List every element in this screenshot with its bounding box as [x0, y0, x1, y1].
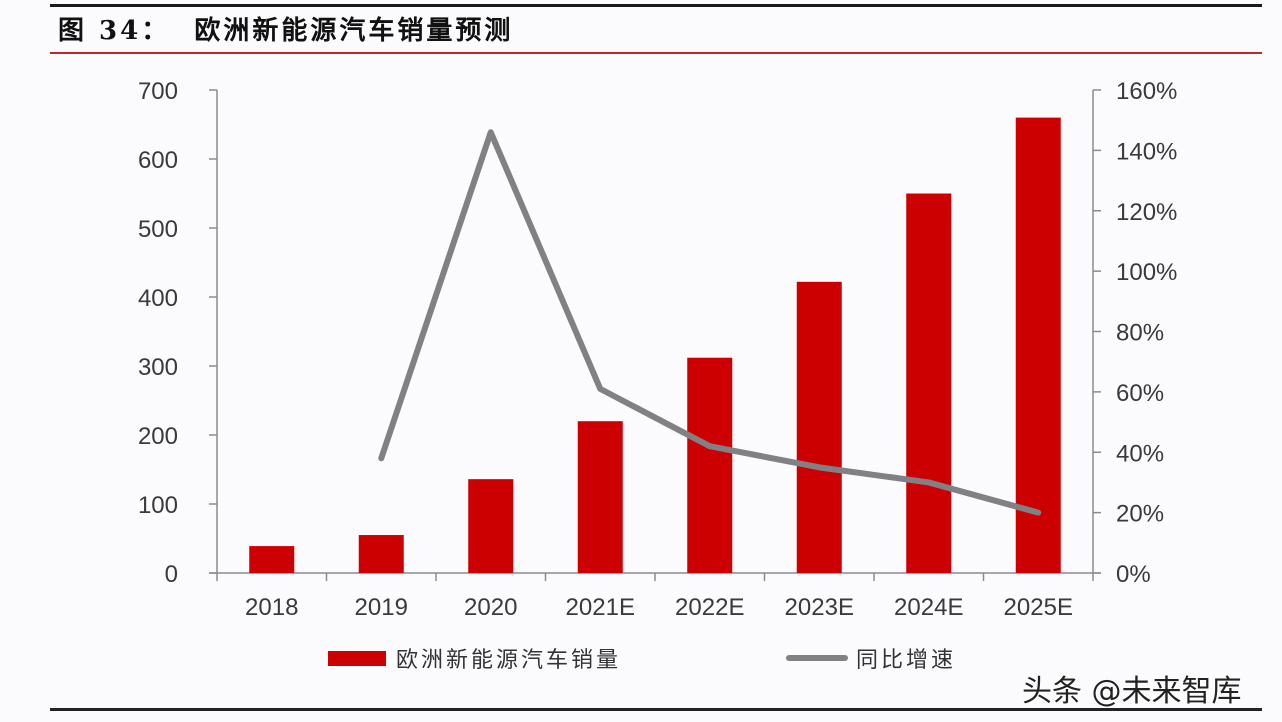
- x-tick-label: 2022E: [675, 594, 744, 621]
- legend-label-growth: 同比增速: [856, 648, 957, 673]
- figure-title: 图 34： 欧洲新能源汽车销量预测: [58, 16, 514, 46]
- growth-line: [378, 129, 1042, 516]
- right-tick-label: 120%: [1116, 199, 1177, 226]
- bar: [1015, 117, 1061, 573]
- top-rule: [50, 4, 1262, 7]
- right-tick-label: 0%: [1116, 561, 1151, 588]
- bar: [468, 479, 514, 573]
- bar: [249, 546, 295, 573]
- left-tick-label: 200: [138, 423, 178, 450]
- x-tick-label: 2018: [245, 594, 298, 621]
- right-tick-label: 100%: [1116, 259, 1177, 286]
- bar-swatch-icon: [328, 650, 386, 666]
- bottom-rule: [50, 708, 1262, 711]
- line-swatch-icon: [786, 655, 848, 661]
- right-tick-label: 80%: [1116, 320, 1164, 347]
- legend-item-sales: 欧洲新能源汽车销量: [328, 640, 621, 676]
- right-tick-label: 160%: [1116, 78, 1177, 105]
- left-tick-label: 0: [165, 561, 178, 588]
- x-tick-label: 2019: [355, 594, 408, 621]
- watermark: 头条 @未来智库: [1022, 674, 1242, 709]
- legend-label-sales: 欧洲新能源汽车销量: [396, 648, 622, 673]
- left-tick-label: 100: [138, 492, 178, 519]
- x-axis: 2018 2019 2020 2021E 2022E 2023E 2024E 2025E: [209, 572, 1101, 621]
- left-tick-label: 300: [138, 354, 178, 381]
- bar: [796, 281, 842, 573]
- left-tick-label: 700: [138, 78, 178, 105]
- x-tick-label: 2021E: [566, 594, 635, 621]
- line-series: [378, 129, 1042, 516]
- left-tick-label: 600: [138, 147, 178, 174]
- x-tick-label: 2025E: [1004, 594, 1073, 621]
- bar: [906, 193, 952, 573]
- left-tick-label: 500: [138, 216, 178, 243]
- legend-item-growth: 同比增速: [786, 640, 956, 676]
- right-tick-label: 60%: [1116, 380, 1164, 407]
- x-tick-label: 2020: [464, 594, 517, 621]
- x-tick-label: 2023E: [785, 594, 854, 621]
- bar: [358, 535, 404, 573]
- x-tick-label: 2024E: [894, 594, 963, 621]
- right-tick-label: 20%: [1116, 501, 1164, 528]
- bar: [687, 357, 733, 573]
- right-y-axis: 0% 20% 40% 60% 80% 100% 120% 140% 160%: [1092, 78, 1177, 588]
- bar: [577, 421, 623, 573]
- left-tick-label: 400: [138, 285, 178, 312]
- bar-series: [249, 117, 1061, 573]
- right-tick-label: 140%: [1116, 138, 1177, 165]
- title-underline: [50, 52, 1262, 54]
- right-tick-label: 40%: [1116, 440, 1164, 467]
- left-y-axis: 0 100 200 300 400 500 600 700: [138, 78, 218, 588]
